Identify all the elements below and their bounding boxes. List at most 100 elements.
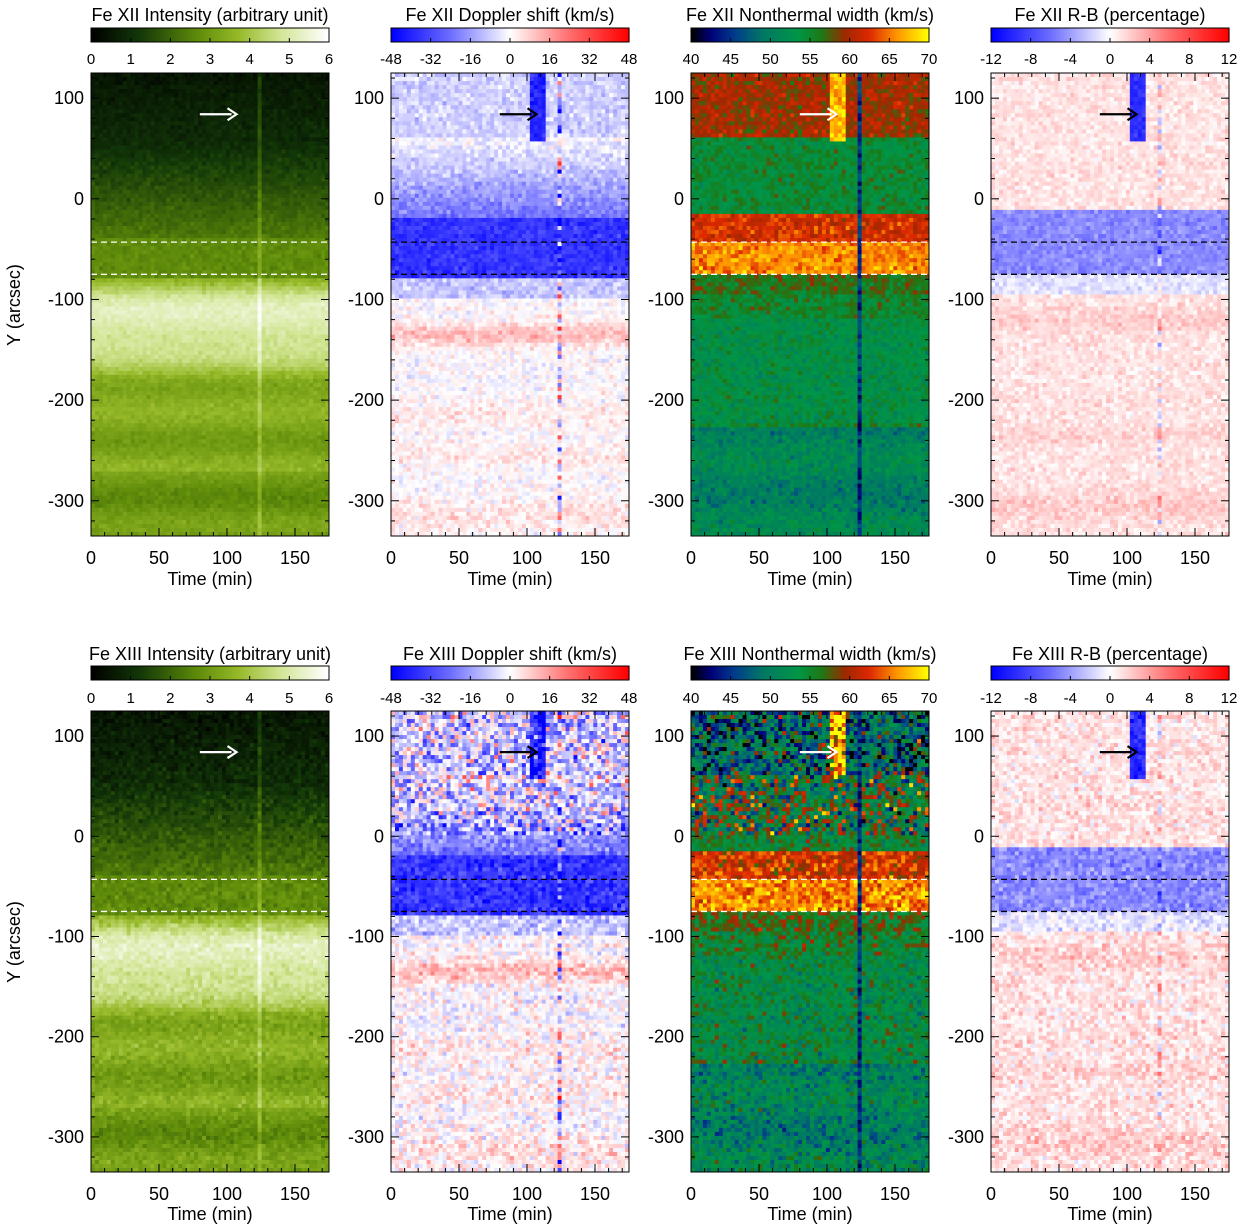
colorbar-tick-label: 60 [841,690,858,707]
y-tick-label: -300 [648,491,684,511]
colorbar: -48 -32 -16 0 16 32 48 [380,666,637,707]
x-tick-label: 0 [86,1184,96,1204]
y-tick-label: 0 [74,826,84,846]
panel-title: Fe XII R-B (percentage) [1014,5,1205,25]
colorbar-tick-label: 45 [722,51,739,68]
colorbar-tick-label: 12 [1221,51,1238,68]
x-axis-label: Time (min) [767,1204,852,1224]
y-tick-label: 0 [974,189,984,209]
colorbar-tick-label: 12 [1221,690,1238,707]
panel-rb: Fe XII R-B (percentage)-12 -8 -4 0 4 8 120 50 10… [948,5,1237,589]
y-tick-label: -200 [348,1027,384,1047]
colorbar-tick-label: 0 [1106,51,1114,68]
colorbar-tick-label: 55 [802,690,819,707]
colorbar-tick-label: 40 [683,690,700,707]
y-tick-label: -300 [48,491,84,511]
x-tick-label: 0 [86,548,96,568]
colorbar-tick-label: 55 [802,51,819,68]
colorbar-tick-label: 45 [722,690,739,707]
y-tick-label: -100 [948,926,984,946]
colorbar-tick-label: -32 [420,690,442,707]
panel-width: Fe XII Nonthermal width (km/s)40 45 50 55 60… [648,5,937,589]
x-tick-label: 0 [686,1184,696,1204]
colorbar-tick-label: 0 [87,51,95,68]
panel-title: Fe XII Nonthermal width (km/s) [686,5,934,25]
y-tick-label: 0 [374,189,384,209]
x-axis-label: Time (min) [1067,1204,1152,1224]
heatmap-image [691,73,930,537]
colorbar-tick-label: -16 [459,690,481,707]
y-tick-label: -200 [648,1027,684,1047]
colorbar-tick-label: 5 [285,690,293,707]
panel-intensity: Fe XIII Intensity (arbitrary unit)0 1 2 3 4 5… [4,644,333,1224]
x-tick-label: 0 [986,1184,996,1204]
y-tick-label: -100 [948,289,984,309]
y-tick-label: -100 [48,926,84,946]
y-tick-label: -300 [348,491,384,511]
colorbar-tick-label: 1 [126,51,134,68]
panel-intensity: Fe XII Intensity (arbitrary unit)0 1 2 3 4 5 6… [4,5,333,589]
y-tick-label: -100 [648,926,684,946]
colorbar-tick-label: 3 [206,690,214,707]
colorbar-tick-label: 40 [683,51,700,68]
colorbar-tick-label: -8 [1024,51,1037,68]
x-tick-label: 100 [512,1184,542,1204]
heatmap-image [991,73,1230,537]
colorbar-tick-label: 4 [245,51,253,68]
panel-rb: Fe XIII R-B (percentage)-12 -8 -4 0 4 8 120 50 1… [948,644,1237,1224]
colorbar: 40 45 50 55 60 65 70 [683,28,938,68]
y-tick-label: 0 [974,826,984,846]
colorbar-tick-label: 70 [921,690,938,707]
x-tick-label: 150 [580,1184,610,1204]
x-axis-label: Time (min) [467,1204,552,1224]
colorbar-tick-label: 3 [206,51,214,68]
x-tick-label: 50 [449,1184,469,1204]
colorbar: 0 1 2 3 4 5 6 [87,28,333,68]
colorbar-tick-label: 2 [166,51,174,68]
heatmap-image [91,711,330,1173]
heatmap-image [691,711,930,1173]
y-tick-label: -100 [648,289,684,309]
y-tick-label: 100 [354,726,384,746]
heatmap-image [391,711,630,1173]
x-tick-label: 100 [812,1184,842,1204]
colorbar-tick-label: 8 [1185,51,1193,68]
y-tick-label: -100 [348,289,384,309]
colorbar-tick-label: -4 [1064,51,1077,68]
colorbar-tick-label: 6 [325,51,333,68]
colorbar: -48 -32 -16 0 16 32 48 [380,28,637,68]
panel-doppler: Fe XIII Doppler shift (km/s)-48 -32 -16 0 16… [348,644,637,1224]
colorbar-tick-label: 5 [285,51,293,68]
x-axis-label: Time (min) [167,1204,252,1224]
panel-title: Fe XIII Intensity (arbitrary unit) [89,644,331,664]
y-tick-label: 100 [654,88,684,108]
colorbar-tick-label: 8 [1185,690,1193,707]
colorbar-tick-label: -8 [1024,690,1037,707]
colorbar-tick-label: 0 [87,690,95,707]
colorbar-tick-label: 2 [166,690,174,707]
x-tick-label: 150 [1180,548,1210,568]
panel-title: Fe XIII Doppler shift (km/s) [403,644,617,664]
x-tick-label: 150 [880,1184,910,1204]
colorbar-tick-label: 0 [506,51,514,68]
y-tick-label: -300 [348,1127,384,1147]
colorbar-tick-label: 6 [325,690,333,707]
panel-title: Fe XIII R-B (percentage) [1012,644,1208,664]
colorbar-tick-label: 32 [581,690,598,707]
y-tick-label: -100 [48,289,84,309]
colorbar-tick-label: 0 [506,690,514,707]
x-tick-label: 50 [749,1184,769,1204]
colorbar: -12 -8 -4 0 4 8 12 [980,28,1237,68]
y-tick-label: -200 [948,1027,984,1047]
colorbar-tick-label: 65 [881,690,898,707]
x-axis-label: Time (min) [467,569,552,589]
x-tick-label: 0 [686,548,696,568]
x-tick-label: 50 [149,1184,169,1204]
colorbar-tick-label: 4 [1145,51,1153,68]
colorbar-tick-label: 70 [921,51,938,68]
x-tick-label: 0 [386,548,396,568]
x-axis-label: Time (min) [1067,569,1152,589]
y-tick-label: 0 [374,826,384,846]
